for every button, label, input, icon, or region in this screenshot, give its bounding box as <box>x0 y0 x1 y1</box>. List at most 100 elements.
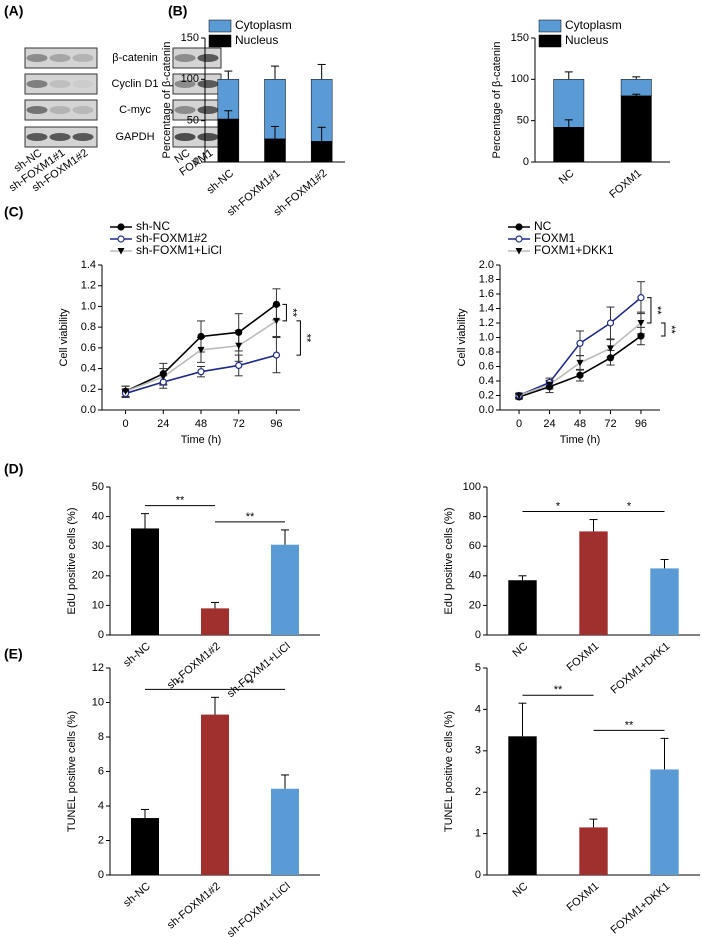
panel-label: (A) <box>4 3 23 19</box>
marker <box>122 388 130 395</box>
y-tick-label: 1.8 <box>479 273 494 285</box>
marker <box>606 345 614 352</box>
marker <box>546 381 554 389</box>
bar <box>650 568 679 635</box>
legend-swatch <box>538 34 562 48</box>
y-tick-label: 150 <box>511 32 529 44</box>
blot-band <box>174 133 196 141</box>
significance-label: ** <box>651 306 663 315</box>
x-tick-label: 0 <box>516 418 522 430</box>
protein-label: GAPDH <box>115 131 154 143</box>
x-tick-label: FOXM1 <box>565 640 602 674</box>
legend-label: NC <box>534 219 552 233</box>
y-tick-label: 10 <box>92 696 104 708</box>
x-tick-label: 96 <box>635 418 647 430</box>
y-tick-label: 0.2 <box>81 383 96 395</box>
legend-marker <box>117 235 125 243</box>
blot-band <box>197 80 219 88</box>
marker <box>606 354 615 362</box>
y-tick-label: 0.6 <box>81 342 96 354</box>
y-tick-label: 0 <box>193 156 199 168</box>
significance-label: ** <box>176 678 185 690</box>
y-tick-label: 0 <box>475 629 481 641</box>
marker <box>637 294 645 302</box>
y-tick-label: 0 <box>98 629 104 641</box>
marker <box>272 300 281 308</box>
blot-band <box>26 80 48 88</box>
blot-band <box>49 80 71 88</box>
y-axis-label: TUNEL positive cells (%) <box>66 711 78 832</box>
panel-label: (E) <box>4 646 23 662</box>
y-tick-label: 40 <box>469 570 481 582</box>
marker <box>235 328 243 336</box>
y-tick-label: 20 <box>92 570 104 582</box>
bar <box>579 531 608 635</box>
legend-marker <box>515 248 523 255</box>
bar <box>650 769 679 875</box>
x-tick-label: 72 <box>233 418 245 430</box>
blot-band <box>49 133 71 141</box>
bar <box>271 788 299 875</box>
y-tick-label: 30 <box>92 540 104 552</box>
y-tick-label: 8 <box>98 731 104 743</box>
blot-band <box>174 106 196 114</box>
significance-label: ** <box>287 308 299 317</box>
significance-label: ** <box>246 678 255 690</box>
marker <box>637 320 645 327</box>
panel-label: (C) <box>4 204 23 220</box>
x-tick-label: 72 <box>604 418 616 430</box>
bar-segment <box>620 79 652 97</box>
y-axis-label: Cell viability <box>456 308 468 367</box>
marker <box>515 392 523 399</box>
y-tick-label: 1.4 <box>479 302 494 314</box>
legend-label: sh-NC <box>136 219 170 233</box>
blot-band <box>72 54 94 62</box>
legend-swatch <box>208 34 232 48</box>
blot-strip <box>172 47 222 69</box>
x-tick-label: 48 <box>574 418 586 430</box>
marker <box>159 373 167 381</box>
significance-label: ** <box>665 325 677 334</box>
y-tick-label: 0.0 <box>479 404 494 416</box>
x-tick-label: sh-FOXM1#2 <box>165 640 223 691</box>
protein-label: β-catenin <box>112 52 157 64</box>
y-tick-label: 60 <box>469 540 481 552</box>
x-axis-label: Time (h) <box>560 434 601 446</box>
bar <box>201 608 229 635</box>
bar <box>131 528 159 635</box>
y-tick-label: 1.0 <box>479 331 494 343</box>
legend-label: sh-FOXM1#2 <box>136 231 208 245</box>
y-tick-label: 3 <box>475 745 481 757</box>
y-tick-label: 1.0 <box>81 300 96 312</box>
y-axis-label: EdU positive cells (%) <box>66 508 78 615</box>
marker <box>197 368 205 376</box>
bar <box>131 818 159 875</box>
y-axis-label: TUNEL positive cells (%) <box>443 711 455 832</box>
y-axis-label: EdU positive cells (%) <box>443 508 455 615</box>
blot-band <box>26 133 48 141</box>
significance-label: ** <box>176 495 185 507</box>
blot-band <box>72 80 94 88</box>
x-tick-label: NC <box>510 640 530 659</box>
significance-label: ** <box>246 511 255 523</box>
marker <box>235 361 243 370</box>
blot-band <box>174 80 196 88</box>
x-tick-label: 24 <box>543 418 555 430</box>
y-tick-label: 80 <box>469 511 481 523</box>
blot-band <box>49 54 71 62</box>
y-tick-label: 10 <box>92 599 104 611</box>
blot-band <box>197 106 219 114</box>
bar <box>508 736 537 875</box>
x-tick-label: FOXM1+DKK1 <box>609 640 673 696</box>
legend-swatch <box>208 19 232 33</box>
blot-band <box>26 54 48 62</box>
bar <box>201 714 229 875</box>
bar <box>579 827 608 875</box>
legend-label: Nucleus <box>235 33 278 47</box>
y-tick-label: 0.8 <box>81 321 96 333</box>
bar <box>508 580 537 635</box>
y-tick-label: 1 <box>475 828 481 840</box>
bar-segment <box>553 79 585 128</box>
y-tick-label: 0.4 <box>81 362 96 374</box>
y-tick-label: 0 <box>98 869 104 881</box>
